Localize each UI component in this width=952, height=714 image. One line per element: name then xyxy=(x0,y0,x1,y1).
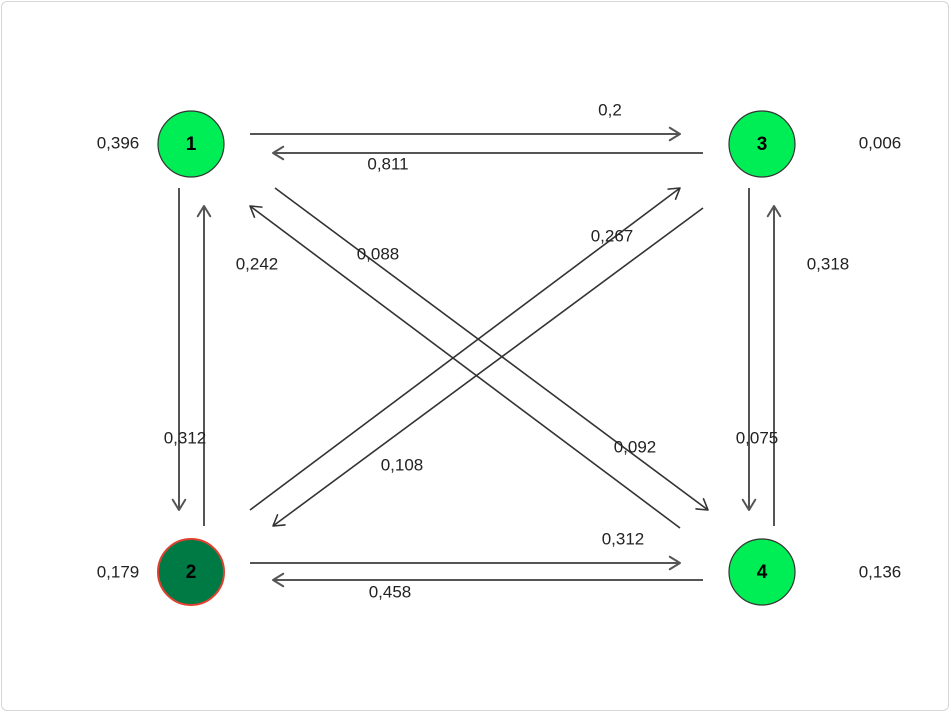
arrowhead-icon xyxy=(249,205,263,218)
state-node-3-probability: 0,006 xyxy=(859,133,902,152)
state-node-2-label: 2 xyxy=(186,562,197,583)
edge-2-to-4-weight: 0,312 xyxy=(602,529,645,548)
edge-4-to-1-weight: 0,088 xyxy=(357,244,400,263)
arrowhead-icon xyxy=(668,555,681,571)
edge-4-to-1 xyxy=(249,205,681,529)
arrowhead-icon xyxy=(667,187,681,200)
arrowhead-icon xyxy=(695,498,709,511)
state-node-1-probability: 0,396 xyxy=(97,133,140,152)
state-node-3[interactable] xyxy=(728,110,796,178)
state-node-4-probability: 0,136 xyxy=(859,562,902,581)
state-node-4-label: 4 xyxy=(757,562,768,583)
edge-3-to-2-weight: 0,108 xyxy=(381,455,424,474)
arrowhead-icon xyxy=(766,205,782,218)
state-node-2-probability: 0,179 xyxy=(97,562,140,581)
state-node-4[interactable] xyxy=(728,538,796,606)
arrowhead-icon xyxy=(272,572,285,588)
edge-1-to-3-weight: 0,2 xyxy=(598,100,622,119)
edge-2-to-3-weight: 0,267 xyxy=(591,226,634,245)
arrowhead-icon xyxy=(741,498,757,511)
state-node-1-label: 1 xyxy=(186,134,197,155)
arrowhead-icon xyxy=(272,514,286,527)
edge-3-to-4-weight: 0,075 xyxy=(736,428,779,447)
edge-4-to-3-weight: 0,318 xyxy=(807,254,850,273)
edge-2-to-3 xyxy=(249,187,681,511)
arrowhead-icon xyxy=(668,126,681,142)
edge-1-to-2-weight: 0,312 xyxy=(164,428,207,447)
edge-1-to-4-weight: 0,092 xyxy=(614,437,657,456)
state-node-2[interactable] xyxy=(157,538,225,606)
edge-1-to-4 xyxy=(274,187,709,511)
edge-3-to-1-weight: 0,811 xyxy=(367,154,408,173)
arrowhead-icon xyxy=(272,145,285,161)
edge-2-to-1-weight: 0,242 xyxy=(236,254,279,273)
state-node-1[interactable] xyxy=(157,110,225,178)
edge-4-to-2-weight: 0,458 xyxy=(369,582,412,601)
edge-3-to-2 xyxy=(272,207,704,527)
state-node-3-label: 3 xyxy=(757,134,768,155)
arrowhead-icon xyxy=(196,205,212,218)
arrowhead-icon xyxy=(171,498,187,511)
